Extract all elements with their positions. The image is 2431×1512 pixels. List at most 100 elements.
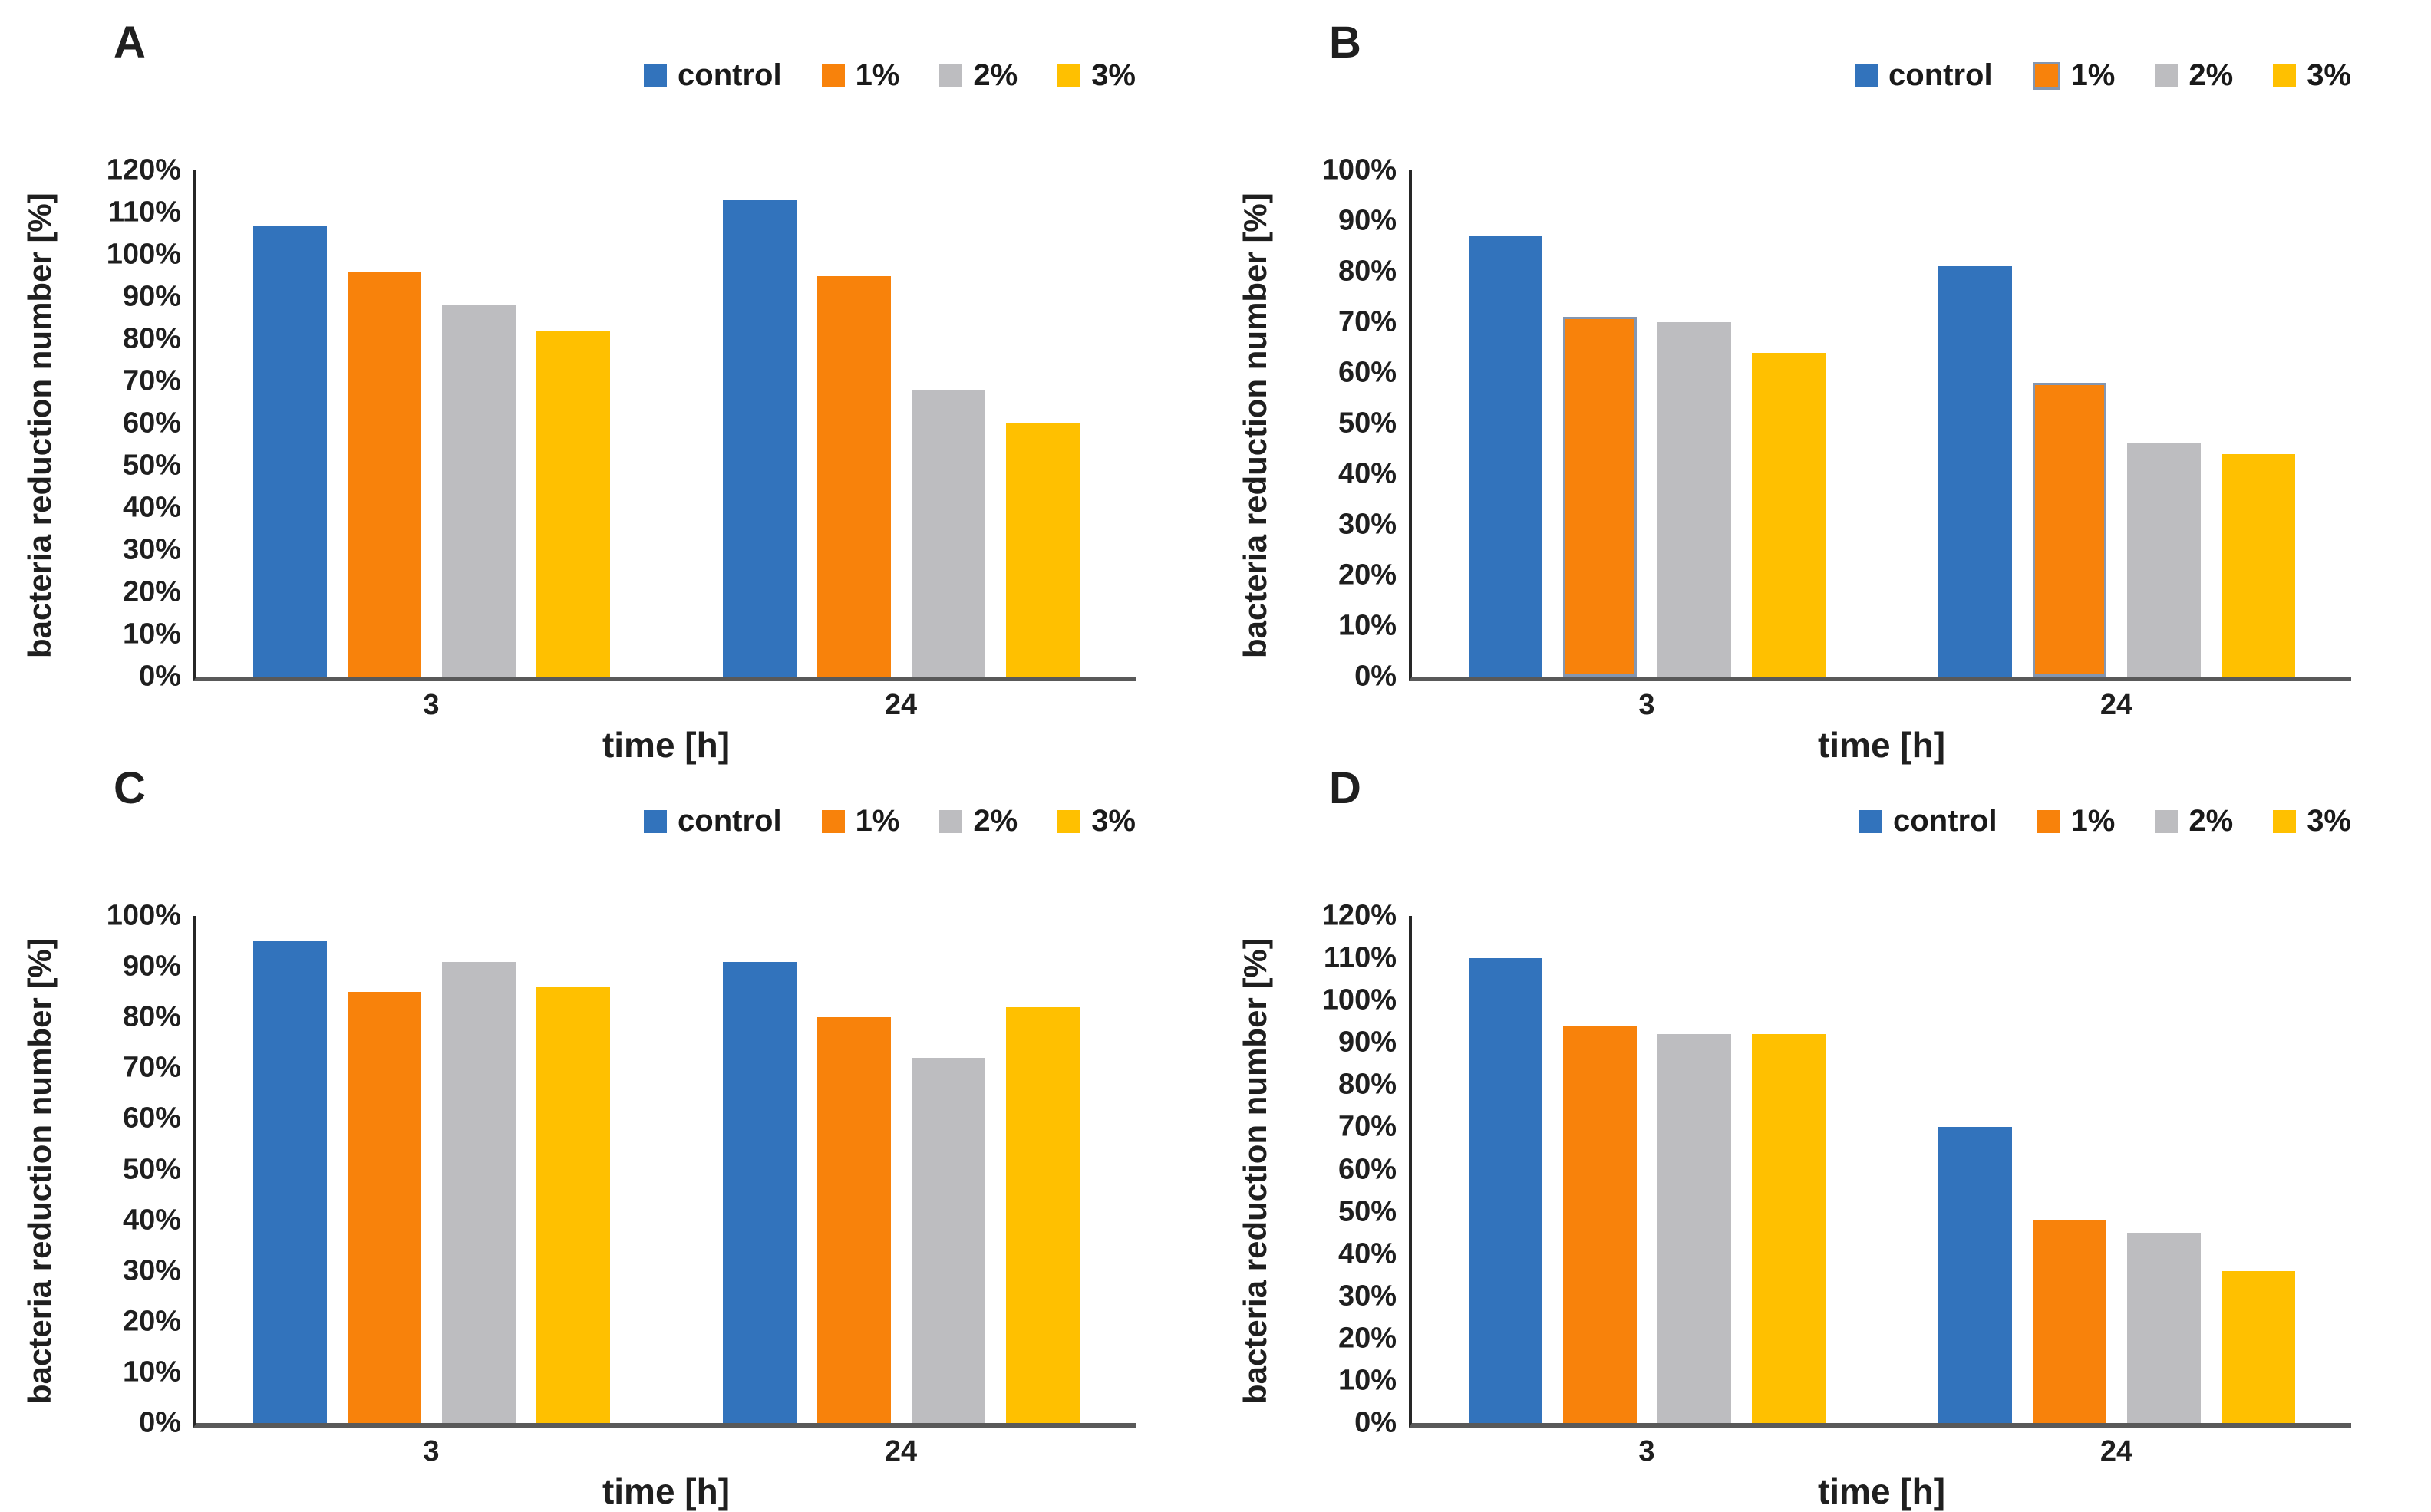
legend-item-3%: 3% <box>1057 58 1136 93</box>
bar-a-3h-control <box>252 225 327 677</box>
y-tick-label: 70% <box>122 364 181 397</box>
bar-d-3h-control <box>1468 958 1542 1423</box>
y-tick-label: 0% <box>1354 660 1397 693</box>
legend-swatch-icon <box>2273 809 2297 833</box>
legend-label: 3% <box>1091 804 1136 838</box>
bar-a-3h-2% <box>441 305 516 677</box>
y-tick-label: 70% <box>1338 1110 1397 1143</box>
bar-d-3h-2% <box>1657 1034 1731 1423</box>
y-tick-label: 10% <box>1338 609 1397 642</box>
legend-item-1%: 1% <box>821 58 899 93</box>
legend-swatch-icon <box>1859 809 1883 833</box>
y-tick-label: 20% <box>1338 558 1397 591</box>
y-tick-label: 80% <box>1338 255 1397 288</box>
bar-b-24h-control <box>1938 266 2012 677</box>
legend-item-control: control <box>644 58 782 93</box>
y-tick-label: 50% <box>122 1153 181 1185</box>
legend-swatch-icon <box>644 809 668 833</box>
y-tick-label: 80% <box>1338 1068 1397 1101</box>
y-tick-label: 110% <box>107 196 181 229</box>
y-tick-label: 100% <box>1321 153 1397 186</box>
legend-item-3%: 3% <box>1057 804 1136 838</box>
legend-label: 1% <box>2070 58 2116 92</box>
y-tick-label: 70% <box>122 1051 181 1084</box>
y-tick-label: 80% <box>122 1000 181 1033</box>
y-tick-label: 60% <box>122 407 181 440</box>
x-tick-label: 3 <box>423 689 440 721</box>
bar-b-24h-1% <box>2032 383 2106 677</box>
plot-area: 100% 90% 80% 70% 60% 50% 40% 30% 20% 10% 0% 3 24 time… <box>1322 154 2351 765</box>
y-axis-title: bacteria reduction number [%] <box>1237 938 1273 1405</box>
bar-b-24h-3% <box>2221 453 2295 677</box>
panel-a: A control 1% 2% 3% bacteria reduction numbe… <box>0 0 1216 765</box>
bar-c-3h-1% <box>347 992 421 1423</box>
x-axis-title: time [h] <box>602 725 731 765</box>
legend-label: 2% <box>973 58 1018 92</box>
plot-area: 100% 90% 80% 70% 60% 50% 40% 30% 20% 10% 0% 3 24 time… <box>107 900 1136 1511</box>
y-tick-label: 100% <box>106 238 181 271</box>
y-tick-label: 40% <box>1338 457 1397 490</box>
y-tick-label: 90% <box>1338 1026 1397 1059</box>
bar-c-24h-1% <box>816 1017 891 1423</box>
x-tick-label: 3 <box>1638 689 1655 721</box>
y-tick-label: 10% <box>122 1356 181 1388</box>
legend-item-1%: 1% <box>821 804 900 838</box>
bar-b-3h-control <box>1468 236 1542 677</box>
x-tick-label: 24 <box>2100 689 2133 721</box>
y-axis-title: bacteria reduction number [%] <box>1237 193 1273 659</box>
x-tick-label: 24 <box>2100 1435 2133 1468</box>
bar-group-3h <box>1412 916 1882 1423</box>
bar-a-3h-1% <box>347 272 421 677</box>
y-tick-label: 60% <box>1338 356 1397 389</box>
x-tick-label: 3 <box>1638 1435 1655 1468</box>
panel-c: C control 1% 2% 3% bacteria reduction numbe… <box>0 746 1216 1511</box>
legend-item-1%: 1% <box>2037 804 2116 838</box>
legend-swatch-icon <box>939 64 963 87</box>
y-tick-label: 10% <box>1338 1364 1397 1397</box>
bar-a-24h-2% <box>911 390 985 677</box>
legend-label: 1% <box>2070 804 2116 838</box>
legend-label: 3% <box>1091 58 1136 92</box>
y-tick-label: 30% <box>122 1254 181 1287</box>
y-tick-label: 50% <box>1338 407 1397 440</box>
legend-label: control <box>678 58 782 92</box>
bar-group-3h <box>196 170 666 677</box>
legend-swatch-icon <box>1057 64 1081 87</box>
bar-group-24h <box>1882 170 2351 677</box>
legend-label: control <box>1893 804 1997 838</box>
y-tick-label: 100% <box>1321 983 1397 1016</box>
y-tick-label: 90% <box>1338 204 1397 237</box>
y-tick-label: 120% <box>106 153 181 186</box>
y-tick-label: 0% <box>1354 1406 1397 1439</box>
bar-c-24h-control <box>722 961 797 1423</box>
bar-b-3h-2% <box>1657 322 1731 677</box>
plot-area: 120% 110% 100% 90% 80% 70% 60% 50% 40% 30% 20% 10% 0… <box>1322 900 2351 1511</box>
bar-group-24h <box>666 170 1136 677</box>
panel-label: D <box>1329 763 1361 813</box>
legend-label: control <box>1888 58 1993 92</box>
y-tick-label: 50% <box>122 449 181 482</box>
legend-swatch-icon <box>939 809 963 833</box>
legend-label: 2% <box>973 804 1018 838</box>
bar-a-24h-3% <box>1005 423 1080 677</box>
legend-label: 1% <box>855 804 900 838</box>
legend-item-control: control <box>644 804 782 838</box>
y-axis-title: bacteria reduction number [%] <box>21 193 58 659</box>
x-tick-label: 24 <box>884 689 918 721</box>
bar-c-3h-control <box>252 941 327 1423</box>
legend-label: control <box>678 804 782 838</box>
bar-c-24h-3% <box>1005 1006 1080 1423</box>
y-tick-label: 80% <box>122 322 181 355</box>
y-tick-label: 0% <box>139 660 181 693</box>
bar-d-24h-3% <box>2221 1270 2295 1423</box>
legend-item-3%: 3% <box>2273 804 2351 838</box>
legend-swatch-icon <box>821 809 845 833</box>
panel-b: B control 1% 2% 3% bacteria reduction numbe… <box>1216 0 2431 765</box>
y-tick-label: 90% <box>122 950 181 983</box>
legend-item-1%: 1% <box>2032 58 2116 93</box>
x-axis-title: time [h] <box>602 1471 731 1511</box>
legend-item-control: control <box>1859 804 1997 838</box>
legend-item-2%: 2% <box>939 58 1018 93</box>
legend-item-3%: 3% <box>2273 58 2351 93</box>
